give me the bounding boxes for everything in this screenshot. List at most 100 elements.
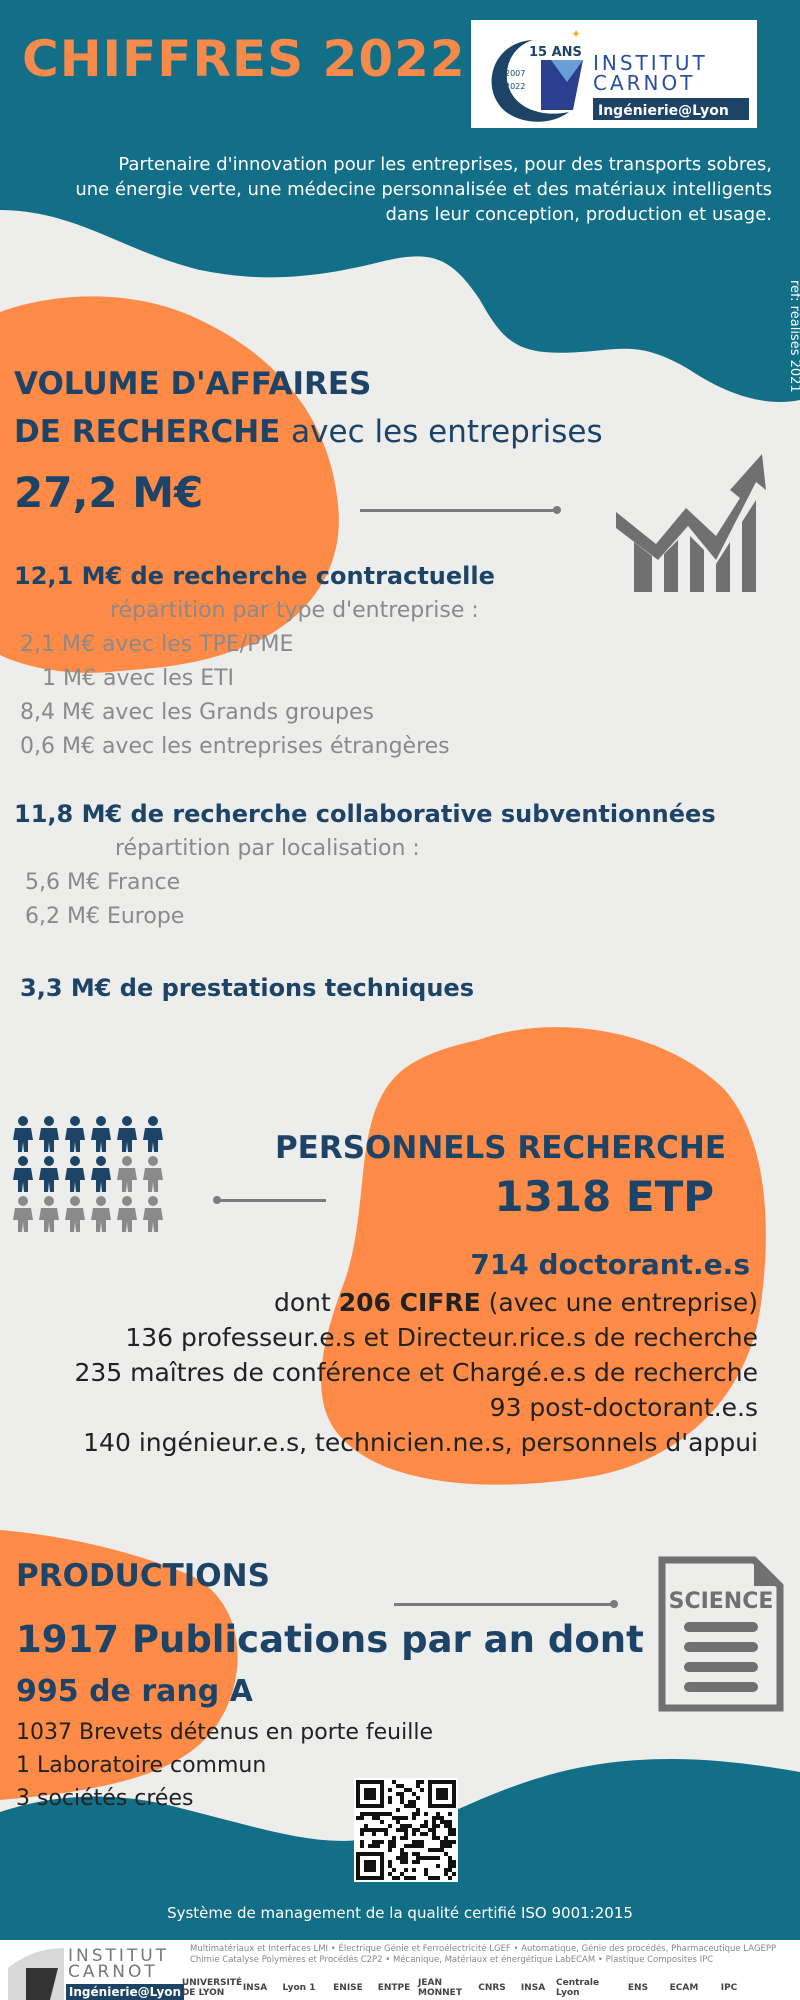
- person-figure: [39, 1196, 59, 1232]
- person-figure: [39, 1156, 59, 1192]
- personnel-line: 136 professeur.e.s et Directeur.rice.s d…: [125, 1323, 758, 1352]
- production-item: 1 Laboratoire commun: [16, 1753, 267, 1778]
- contractuelle-subtitle: répartition par type d'entreprise :: [110, 598, 479, 623]
- partner-logo: ECAM: [669, 1983, 699, 1993]
- affaires-total: 27,2 M€: [14, 468, 204, 517]
- footer-labs-list: Multimatériaux et Interfaces LMI • Élect…: [190, 1944, 777, 1965]
- science-label: SCIENCE: [669, 1589, 774, 1614]
- page-title: CHIFFRES 2022: [22, 30, 466, 88]
- person-figure: [117, 1116, 137, 1152]
- rang-a-count: 995 de rang A: [16, 1674, 253, 1709]
- productions-connector-line: [394, 1603, 614, 1606]
- collaborative-subtitle: répartition par localisation :: [115, 836, 420, 861]
- person-figure: [143, 1116, 163, 1152]
- personnels-connector-dot: [213, 1196, 221, 1204]
- logo-year-end: 2022: [505, 82, 525, 91]
- contract-item: 8,4 M€ avec les Grands groupes: [20, 700, 375, 725]
- growth-chart-icon: [616, 454, 766, 592]
- person-figure: [91, 1116, 111, 1152]
- person-figure: [91, 1196, 111, 1232]
- partner-logo: Centrale Lyon: [556, 1978, 600, 1998]
- intro-line: dans leur conception, production et usag…: [385, 204, 772, 225]
- footer-logo-mark: [8, 1948, 64, 2000]
- logo-anniversary: 15 ANS: [529, 45, 582, 60]
- contractuelle-heading: 12,1 M€ de recherche contractuelle: [14, 562, 495, 590]
- intro-line: Partenaire d'innovation pour les entrepr…: [118, 154, 772, 175]
- cifre-line: dont 206 CIFRE (avec une entreprise): [274, 1288, 758, 1317]
- cifre-bold: 206 CIFRE: [338, 1288, 481, 1317]
- person-figure: [143, 1156, 163, 1192]
- affaires-connector-dot: [553, 506, 561, 514]
- person-figure: [65, 1156, 85, 1192]
- affaires-title-line1: VOLUME D'AFFAIRES: [14, 366, 372, 402]
- personnels-total: 1318 ETP: [494, 1172, 714, 1221]
- personnels-orange-blob: [321, 1027, 766, 1485]
- person-figure: [13, 1196, 33, 1232]
- personnel-line: 235 maîtres de conférence et Chargé.e.s …: [74, 1358, 758, 1387]
- institut-carnot-logo: ✦ 15 ANS 2007 2022 INSTITUT CARNOT Ingén…: [471, 20, 757, 128]
- production-item: 1037 Brevets détenus en porte feuille: [16, 1720, 434, 1745]
- logo-institut: INSTITUT: [593, 51, 708, 75]
- person-figure: [117, 1196, 137, 1232]
- logo-graphic: ✦ 15 ANS 2007 2022 INSTITUT CARNOT Ingén…: [491, 27, 749, 122]
- collab-item: 6,2 M€ Europe: [25, 904, 185, 929]
- qr-pattern: [356, 1780, 456, 1880]
- partner-logo: IPC: [720, 1983, 738, 1993]
- logo-year-start: 2007: [505, 69, 525, 78]
- intro-line: une énergie verte, une médecine personna…: [75, 179, 772, 200]
- prestations-heading: 3,3 M€ de prestations techniques: [20, 974, 474, 1002]
- partner-logo: ENTPE: [377, 1983, 411, 1993]
- footer-logo-carnot: CARNOT: [68, 1962, 158, 1982]
- partner-logo: INSA: [242, 1983, 268, 1993]
- partner-logo: UNIVERSITÉ DE LYON: [181, 1978, 243, 1998]
- contract-item: 0,6 M€ avec les entreprises étrangères: [20, 734, 450, 759]
- doctorants-count: 714 doctorant.e.s: [470, 1248, 750, 1281]
- affaires-title-line2: DE RECHERCHE avec les entreprises: [14, 412, 603, 452]
- footer-logo-text: INSTITUT CARNOT: [68, 1946, 170, 1982]
- person-figure: [65, 1196, 85, 1232]
- person-figure: [13, 1156, 33, 1192]
- person-figure: [143, 1196, 163, 1232]
- contract-item: 1 M€ avec les ETI: [42, 666, 235, 691]
- person-figure: [91, 1156, 111, 1192]
- qr-code[interactable]: [354, 1778, 458, 1882]
- logo-tag: Ingénierie@Lyon: [598, 103, 729, 119]
- cifre-prefix: dont: [273, 1288, 339, 1317]
- affaires-title-bold: DE RECHERCHE: [14, 414, 281, 450]
- partner-logo: INSA: [520, 1983, 546, 1993]
- affaires-connector-line: [360, 509, 555, 512]
- partner-logo: Lyon 1: [282, 1983, 316, 1993]
- svg-text:✦: ✦: [571, 27, 581, 41]
- production-item: 3 sociétés crées: [16, 1786, 194, 1811]
- affaires-orange-blob: [0, 296, 339, 673]
- affaires-title-rest: avec les entreprises: [291, 414, 603, 450]
- people-group-icon: [13, 1116, 163, 1232]
- person-figure: [117, 1156, 137, 1192]
- contract-item: 2,1 M€ avec les TPE/PME: [20, 632, 294, 657]
- personnels-title: PERSONNELS RECHERCHE: [274, 1130, 726, 1166]
- side-reference-note: ref: réalisés 2021: [787, 280, 800, 393]
- partner-logo: JEAN MONNET: [418, 1978, 462, 1998]
- person-figure: [13, 1116, 33, 1152]
- productions-orange-blob: [0, 1530, 238, 1800]
- partner-logo: ENISE: [333, 1983, 363, 1993]
- cifre-suffix: (avec une entreprise): [480, 1288, 758, 1317]
- quality-certification: Système de management de la qualité cert…: [167, 1904, 633, 1922]
- footer-logo-tag: Ingénierie@Lyon: [66, 1984, 184, 2000]
- footer-logo-institut: INSTITUT: [68, 1946, 170, 1966]
- personnel-line: 93 post-doctorant.e.s: [489, 1393, 758, 1422]
- person-figure: [65, 1116, 85, 1152]
- science-document-icon: SCIENCE: [658, 1556, 784, 1712]
- logo-carnot: CARNOT: [593, 71, 695, 95]
- collab-item: 5,6 M€ France: [25, 870, 181, 895]
- collaborative-heading: 11,8 M€ de recherche collaborative subve…: [14, 800, 716, 828]
- productions-connector-dot: [610, 1600, 618, 1608]
- intro-text: Partenaire d'innovation pour les entrepr…: [60, 152, 772, 227]
- publications-count: 1917 Publications par an dont: [16, 1618, 644, 1661]
- personnel-line: 140 ingénieur.e.s, technicien.ne.s, pers…: [83, 1428, 758, 1457]
- person-figure: [39, 1116, 59, 1152]
- partner-logo: CNRS: [478, 1983, 506, 1993]
- productions-title: PRODUCTIONS: [16, 1558, 270, 1594]
- personnels-connector-line: [218, 1199, 326, 1202]
